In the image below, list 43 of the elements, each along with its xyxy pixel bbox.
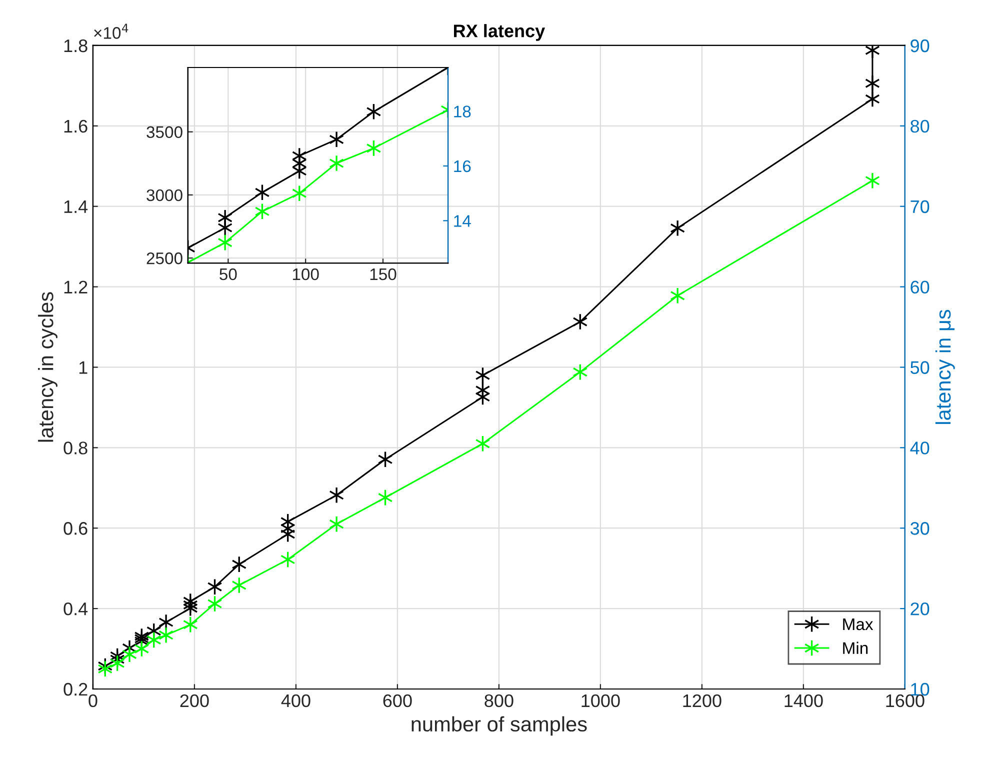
y2-tick-label: 30 [910,522,930,535]
y2-tick-label: 50 [910,361,930,374]
y-tick-label: 1.4 [64,200,88,213]
y2-tick-label: 70 [910,200,930,214]
y2-tick-label: 10 [911,682,930,696]
legend-label: Min [843,642,868,654]
y2-tick-label: 80 [910,120,930,133]
y-tick-label: 2500 [146,252,182,264]
y-tick-label: 1 [79,361,88,374]
y2-tick-label: 18 [454,106,471,118]
x-tick-label: 400 [281,694,310,708]
chart-title: RX latency [454,24,546,41]
y-tick-label: 1.2 [64,280,88,294]
x-tick-label: 800 [484,694,514,708]
text: ×10$^{4}$ [94,24,128,39]
x-axis-title: number of samples [412,716,587,736]
x-tick-label: 1400 [784,694,823,708]
y-tick-label: 3500 [146,126,182,138]
x-tick-label: 50 [220,268,237,280]
x-tick-label: 100 [292,268,319,280]
y-axis-title: latency in cycles [38,292,58,442]
x-tick-label: 1000 [582,694,620,708]
x-tick-label: 0 [88,694,98,708]
y2-tick-label: 14 [454,215,471,227]
y-tick-label: 0.4 [64,602,88,616]
y2-tick-label: 16 [454,160,471,172]
x-tick-label: 150 [370,268,396,280]
y-tick-label: 0.6 [64,522,88,535]
y2-tick-label: 20 [910,602,930,616]
x-tick-label: 1200 [683,694,722,708]
y-tick-label: 0.2 [64,682,88,696]
y2-axis-title: latency in μs [935,310,955,424]
y2-tick-label: 90 [910,39,930,52]
y-tick-label: 3000 [146,189,182,202]
x-tick-label: 1600 [886,694,924,708]
y-tick-label: 1.6 [64,120,88,133]
y2-tick-label: 40 [910,442,930,454]
y-tick-label: 0.8 [64,442,88,454]
y-tick-label: 1.8 [64,39,88,52]
x-tick-label: 200 [180,694,209,708]
y2-tick-label: 60 [910,280,930,294]
x-tick-label: 600 [383,694,412,708]
legend-label: Max [843,618,874,630]
